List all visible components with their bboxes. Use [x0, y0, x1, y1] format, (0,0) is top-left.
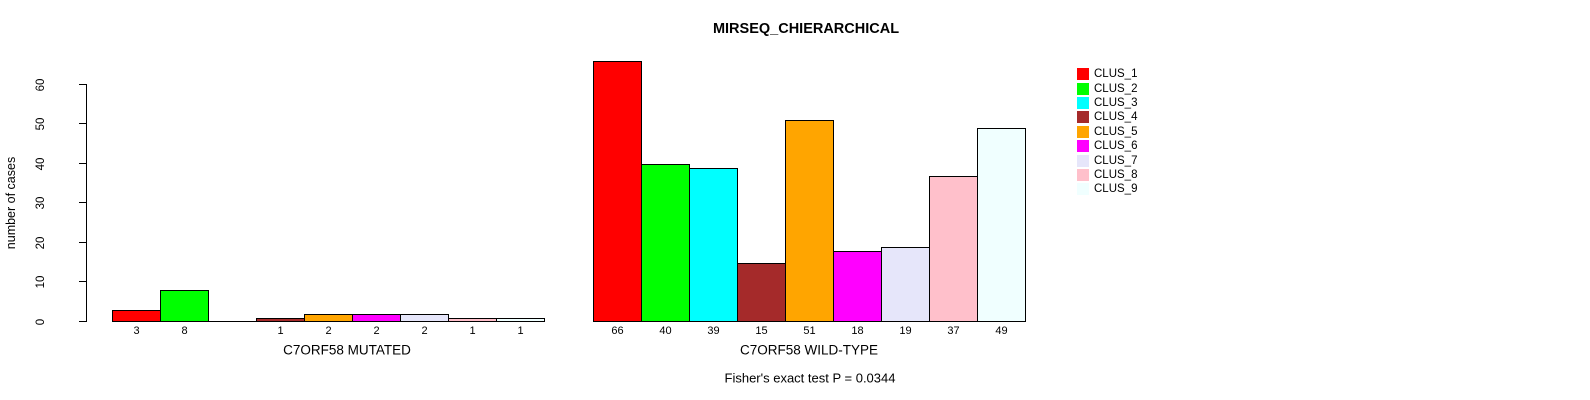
- bar-value-label: 39: [707, 325, 720, 337]
- x-axis-label-wildtype: C7ORF58 WILD-TYPE: [739, 342, 879, 358]
- legend-swatch: [1077, 111, 1089, 124]
- y-axis-tick-label: 30: [35, 196, 47, 209]
- y-axis-tick-label: 10: [35, 275, 47, 288]
- bar-value-label: 2: [421, 325, 428, 337]
- y-axis-tick-label: 40: [35, 157, 47, 170]
- bar-clus_7: [881, 247, 930, 322]
- bar-value-label: 1: [517, 325, 524, 337]
- legend-label: CLUS_4: [1094, 111, 1138, 124]
- y-axis-tick-label: 0: [35, 318, 47, 325]
- legend-swatch: [1077, 82, 1089, 95]
- bar-value-label: 1: [469, 325, 476, 337]
- bar-clus_6: [833, 251, 882, 322]
- legend-item: CLUS_8: [1077, 168, 1137, 182]
- legend-swatch: [1077, 183, 1089, 196]
- bar-value-label: 1: [277, 325, 284, 337]
- y-axis-tick: [79, 242, 86, 243]
- legend-swatch: [1077, 168, 1089, 181]
- legend-label: CLUS_7: [1094, 154, 1138, 167]
- bar-value-label: 40: [659, 325, 672, 337]
- legend-item: CLUS_6: [1077, 139, 1137, 153]
- bar-clus_5: [304, 314, 353, 322]
- bar-value-labels-mutated: 3 8 1 2 2 2 1 1: [112, 325, 545, 339]
- y-axis-tick-label: 50: [35, 117, 47, 130]
- legend-item: CLUS_1: [1077, 67, 1137, 81]
- y-axis-tick: [79, 123, 86, 124]
- legend-label: CLUS_8: [1094, 168, 1138, 181]
- legend-item: CLUS_3: [1077, 96, 1137, 110]
- bar-value-label: 3: [133, 325, 140, 337]
- bar-value-label: 2: [373, 325, 380, 337]
- legend-label: CLUS_1: [1094, 68, 1138, 81]
- bar-value-label: 8: [181, 325, 188, 337]
- legend-swatch: [1077, 140, 1089, 153]
- bar-clus_2: [641, 164, 690, 322]
- legend-item: CLUS_9: [1077, 182, 1137, 196]
- bar-clus_3: [689, 168, 738, 322]
- y-axis-tick: [79, 202, 86, 203]
- bar-clus_4: [737, 263, 786, 322]
- x-axis-label-mutated: C7ORF58 MUTATED: [283, 342, 411, 358]
- y-axis-tick-label: 60: [35, 78, 47, 91]
- legend-label: CLUS_2: [1094, 82, 1138, 95]
- y-axis-tick-label: 20: [35, 236, 47, 249]
- bar-group-mutated: [112, 0, 545, 322]
- legend-item: CLUS_5: [1077, 125, 1137, 139]
- bar-value-label: 19: [899, 325, 912, 337]
- fisher-test-annotation: Fisher's exact test P = 0.0344: [724, 370, 896, 386]
- y-axis-tick: [79, 321, 86, 322]
- legend-label: CLUS_5: [1094, 125, 1138, 138]
- bar-clus_8: [448, 318, 497, 322]
- legend-label: CLUS_6: [1094, 140, 1138, 153]
- legend-swatch: [1077, 96, 1089, 109]
- bar-clus_4: [256, 318, 305, 322]
- bar-clus_1: [593, 61, 642, 322]
- y-axis-tick: [79, 84, 86, 85]
- legend-swatch: [1077, 125, 1089, 138]
- legend-swatch: [1077, 154, 1089, 167]
- bar-value-label: 15: [755, 325, 768, 337]
- bar-clus_8: [929, 176, 978, 322]
- legend-label: CLUS_9: [1094, 183, 1138, 196]
- bar-clus_1: [112, 310, 161, 322]
- legend-swatch: [1077, 68, 1089, 81]
- legend-item: CLUS_7: [1077, 153, 1137, 167]
- legend-item: CLUS_4: [1077, 110, 1137, 124]
- bar-value-label: 66: [611, 325, 624, 337]
- bar-clus_9: [977, 128, 1026, 322]
- bar-clus_6: [352, 314, 401, 322]
- bar-value-label: 2: [325, 325, 332, 337]
- bar-value-labels-wildtype: 66 40 39 15 51 18 19 37 49: [593, 325, 1026, 339]
- chart-title: MIRSEQ_CHIERARCHICAL: [712, 21, 900, 37]
- legend: CLUS_1 CLUS_2 CLUS_3 CLUS_4 CLUS_5 CLUS_6 CLUS…: [1077, 67, 1137, 197]
- bar-value-label: 51: [803, 325, 816, 337]
- bar-clus_7: [400, 314, 449, 322]
- bar-group-wildtype: [593, 0, 1026, 322]
- y-axis-tick: [79, 281, 86, 282]
- bar-clus_9: [496, 318, 545, 322]
- bar-clus_2: [160, 290, 209, 322]
- bar-value-label: 18: [851, 325, 864, 337]
- legend-label: CLUS_3: [1094, 96, 1138, 109]
- y-axis-tick: [79, 163, 86, 164]
- bar-value-label: 49: [995, 325, 1008, 337]
- bar-clus_5: [785, 120, 834, 322]
- y-axis-line: [86, 84, 87, 322]
- bar-clus_3: [208, 321, 257, 322]
- legend-item: CLUS_2: [1077, 81, 1137, 95]
- bar-value-label: 37: [947, 325, 960, 337]
- y-axis-title: number of cases: [4, 156, 18, 250]
